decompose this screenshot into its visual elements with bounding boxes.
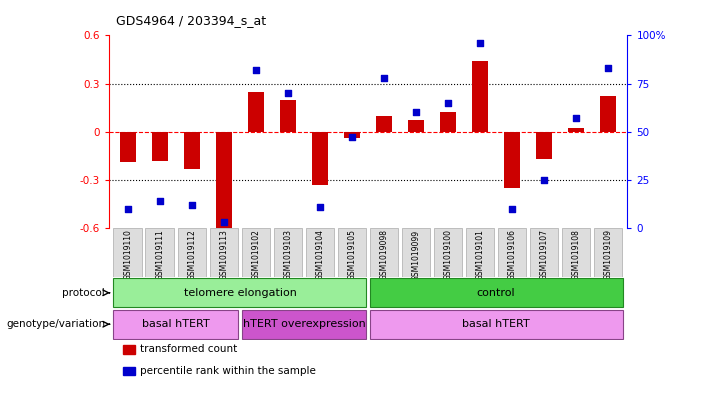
Bar (338, 228, 366, 277)
Point (603, 65, 614, 71)
Bar (146, 228, 174, 277)
Point (442, 99, 454, 106)
Bar (242, 310, 367, 339)
Text: GSM1019100: GSM1019100 (444, 230, 453, 281)
Bar (402, 228, 430, 277)
Point (218, 219, 229, 225)
Text: GSM1019106: GSM1019106 (508, 230, 517, 281)
Bar (369, 278, 622, 307)
Bar (184, 132, 200, 169)
Text: basal hTERT: basal hTERT (142, 319, 210, 329)
Point (475, 40, 486, 46)
Bar (114, 228, 142, 277)
Point (122, 206, 133, 212)
Text: hTERT overexpression: hTERT overexpression (243, 319, 365, 329)
Point (411, 109, 422, 116)
Bar (123, 367, 135, 375)
Text: GDS4964 / 203394_s_at: GDS4964 / 203394_s_at (116, 15, 266, 28)
Bar (312, 132, 328, 185)
Text: GSM1019099: GSM1019099 (411, 230, 421, 281)
Bar (177, 228, 205, 277)
Text: percentile rank within the sample: percentile rank within the sample (140, 366, 316, 376)
Bar (594, 228, 622, 277)
Bar (210, 228, 238, 277)
Bar (498, 228, 526, 277)
Text: GSM1019109: GSM1019109 (604, 230, 613, 281)
Bar (434, 228, 462, 277)
Bar (280, 99, 296, 132)
Text: GSM1019101: GSM1019101 (475, 230, 484, 280)
Point (283, 90, 294, 96)
Text: GSM1019112: GSM1019112 (187, 230, 196, 280)
Bar (440, 112, 456, 132)
Text: GSM1019111: GSM1019111 (156, 230, 165, 280)
Text: GSM1019107: GSM1019107 (540, 230, 549, 281)
Point (379, 75, 390, 81)
Bar (562, 228, 590, 277)
Point (507, 206, 518, 212)
Text: GSM1019108: GSM1019108 (571, 230, 580, 280)
Bar (376, 116, 392, 132)
Point (538, 176, 550, 183)
Text: GSM1019103: GSM1019103 (283, 230, 292, 281)
Bar (152, 132, 168, 160)
Bar (344, 132, 360, 138)
Text: transformed count: transformed count (140, 344, 238, 354)
Bar (123, 345, 135, 354)
Bar (216, 132, 232, 231)
Bar (568, 129, 584, 132)
Bar (369, 310, 622, 339)
Bar (408, 120, 424, 132)
Text: protocol: protocol (62, 288, 105, 298)
Point (186, 202, 198, 208)
Bar (242, 228, 270, 277)
Bar (600, 96, 616, 132)
Bar (114, 310, 238, 339)
Bar (504, 132, 520, 188)
Point (571, 115, 582, 121)
Bar (530, 228, 558, 277)
Text: GSM1019110: GSM1019110 (123, 230, 132, 280)
Point (250, 67, 261, 73)
Bar (273, 228, 301, 277)
Bar (536, 132, 552, 159)
Bar (369, 228, 397, 277)
Text: GSM1019113: GSM1019113 (219, 230, 229, 280)
Point (154, 198, 165, 204)
Text: GSM1019105: GSM1019105 (348, 230, 357, 281)
Text: GSM1019104: GSM1019104 (315, 230, 325, 281)
Bar (306, 228, 334, 277)
Point (346, 134, 358, 141)
Bar (114, 278, 367, 307)
Text: basal hTERT: basal hTERT (462, 319, 530, 329)
Text: control: control (477, 288, 515, 298)
Bar (120, 132, 136, 162)
Text: GSM1019102: GSM1019102 (252, 230, 261, 280)
Bar (465, 228, 494, 277)
Text: telomere elongation: telomere elongation (184, 288, 297, 298)
Text: GSM1019098: GSM1019098 (379, 230, 388, 281)
Bar (472, 61, 488, 132)
Bar (248, 92, 264, 132)
Point (314, 204, 325, 210)
Text: genotype/variation: genotype/variation (6, 319, 105, 329)
